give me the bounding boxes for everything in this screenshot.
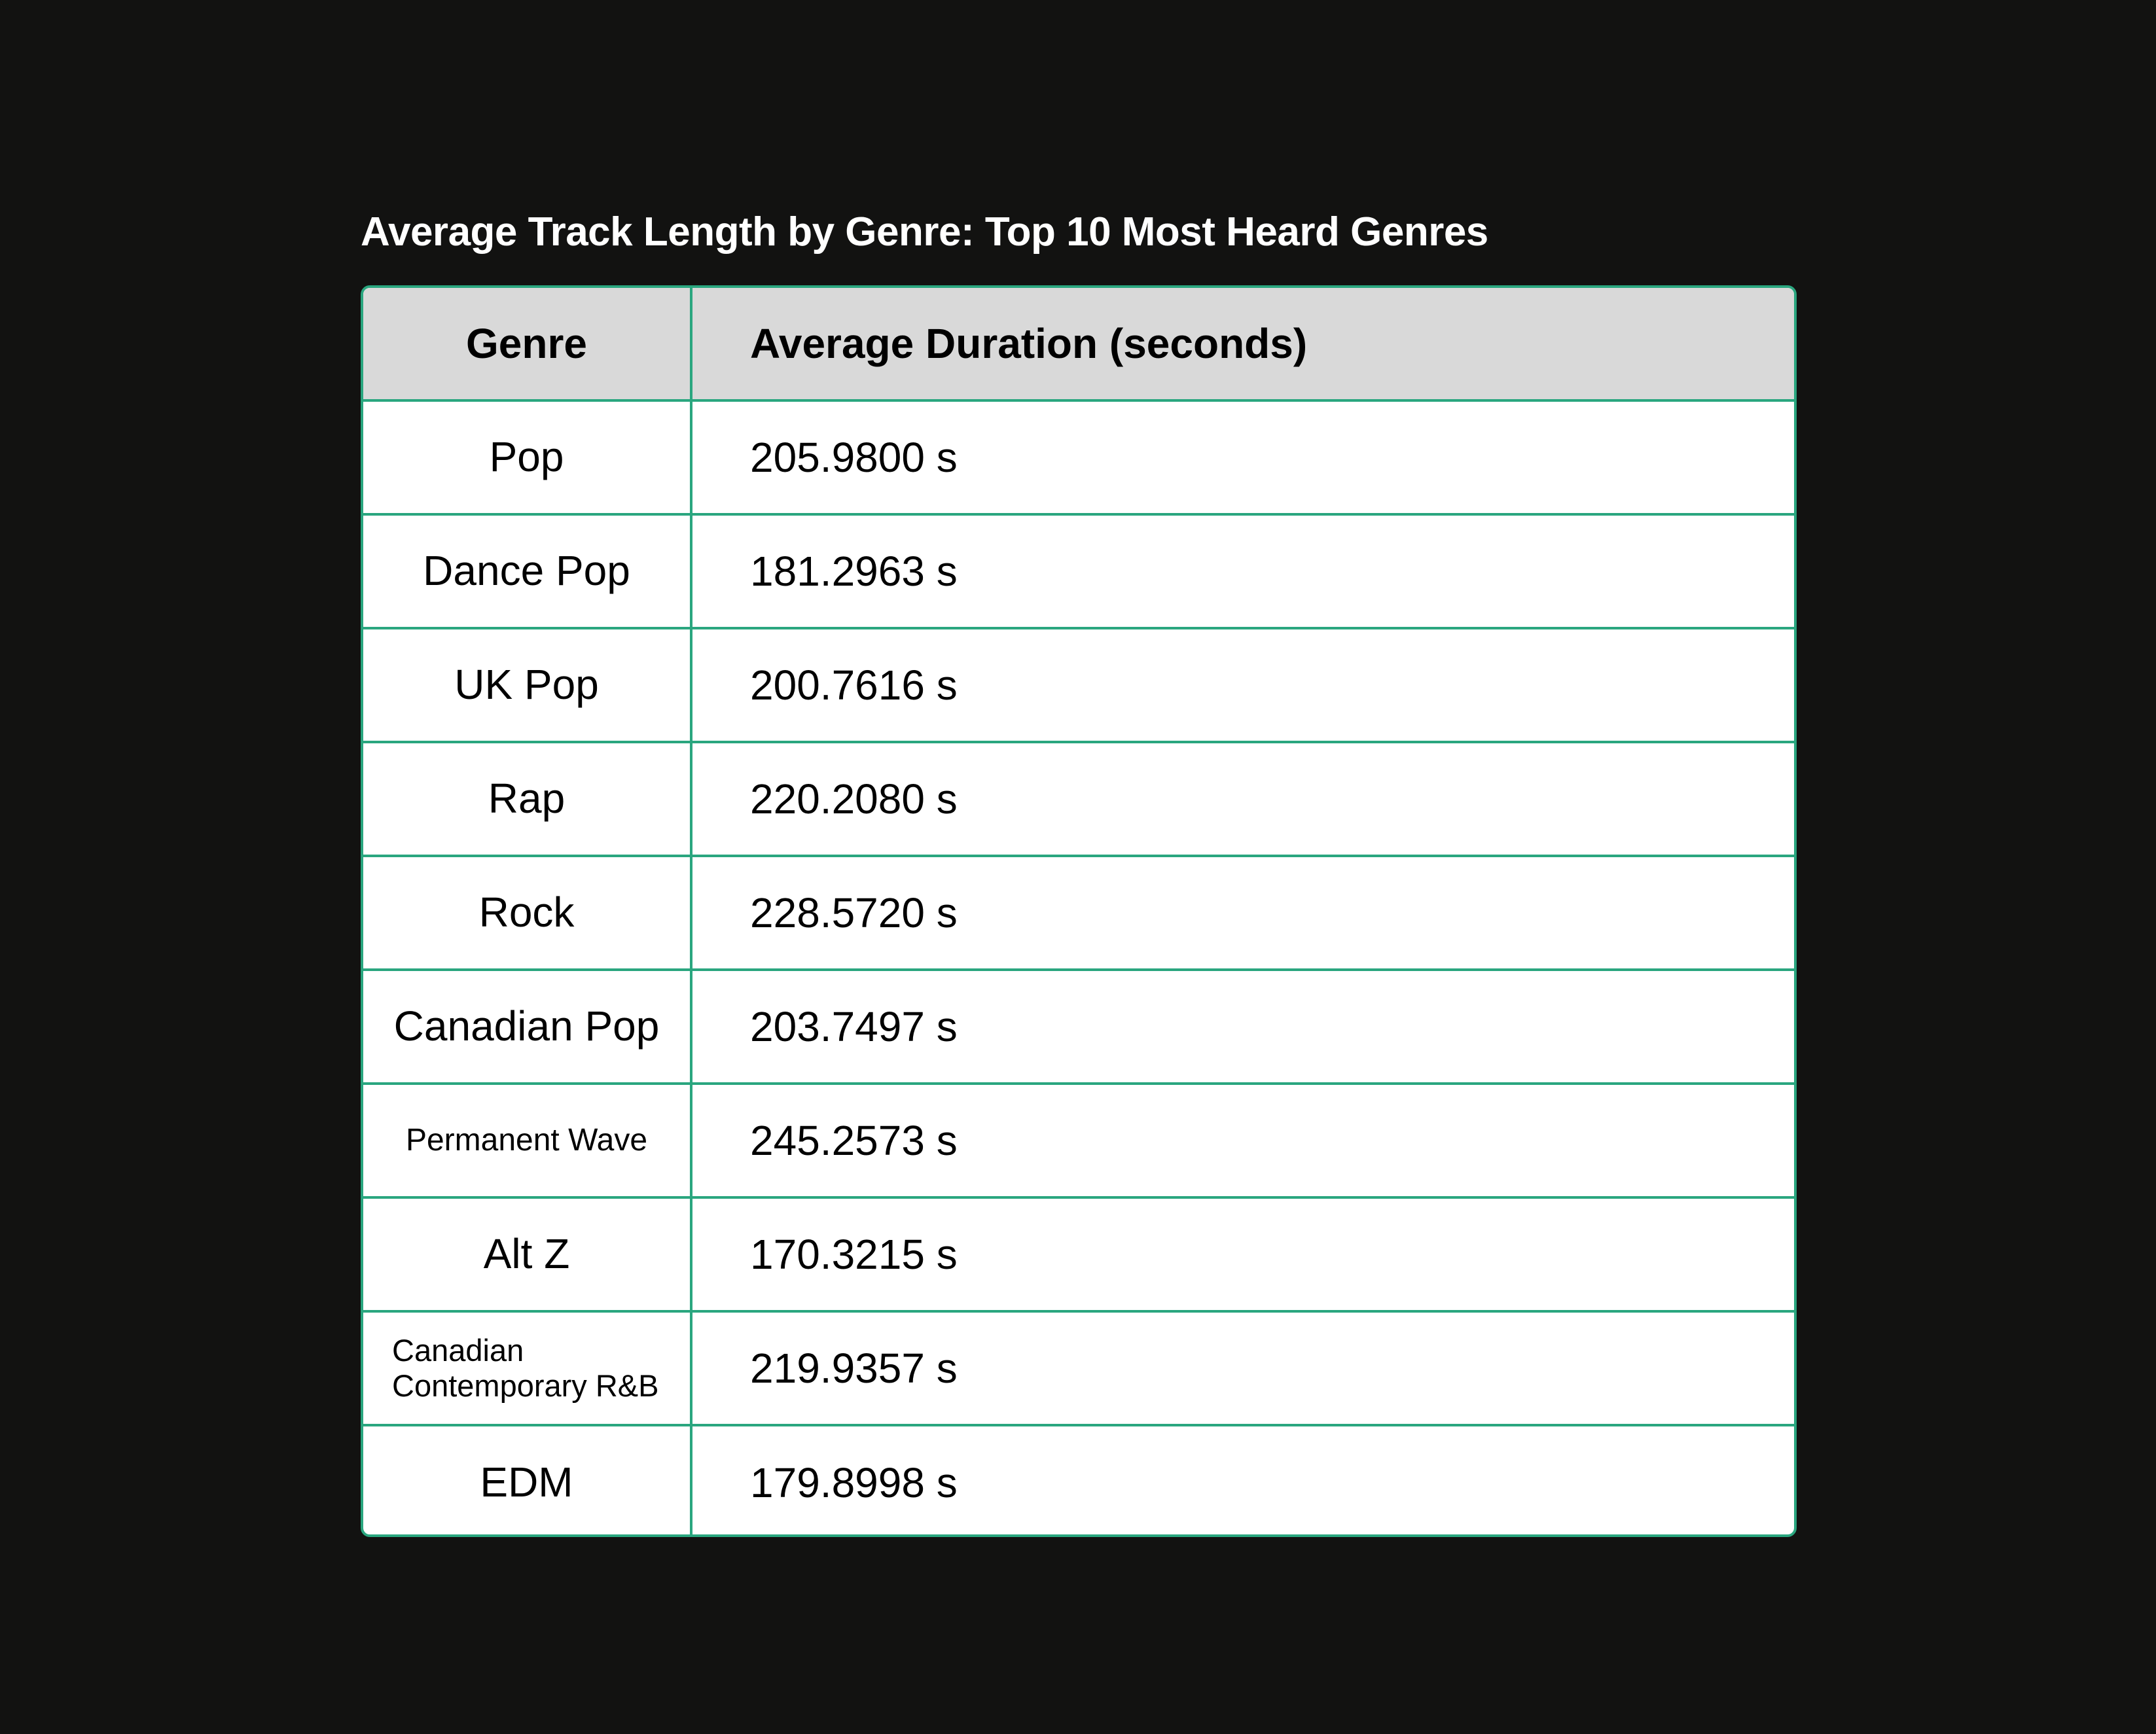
genre-duration-table: Genre Average Duration (seconds) Pop 205…	[361, 285, 1797, 1537]
genre-cell: Permanent Wave	[363, 1082, 692, 1199]
genre-cell: Pop	[363, 399, 692, 516]
table-header-row: Genre Average Duration (seconds)	[363, 288, 1794, 402]
genre-cell: UK Pop	[363, 627, 692, 743]
duration-cell: 228.5720 s	[690, 855, 1794, 971]
table-title: Average Track Length by Genre: Top 10 Mo…	[361, 209, 1488, 255]
column-header-average-duration: Average Duration (seconds)	[690, 288, 1794, 402]
table-row: EDM 179.8998 s	[363, 1424, 1794, 1534]
table-row: Canadian Contemporary R&B 219.9357 s	[363, 1310, 1794, 1426]
table-row: UK Pop 200.7616 s	[363, 627, 1794, 743]
table-row: Rock 228.5720 s	[363, 855, 1794, 971]
genre-cell: Rap	[363, 741, 692, 857]
genre-cell: Canadian Pop	[363, 968, 692, 1085]
table-row: Dance Pop 181.2963 s	[363, 513, 1794, 629]
duration-cell: 245.2573 s	[690, 1082, 1794, 1199]
table-row: Rap 220.2080 s	[363, 741, 1794, 857]
genre-cell: Canadian Contemporary R&B	[363, 1310, 692, 1426]
duration-cell: 203.7497 s	[690, 968, 1794, 1085]
table-row: Permanent Wave 245.2573 s	[363, 1082, 1794, 1199]
table-row: Canadian Pop 203.7497 s	[363, 968, 1794, 1085]
genre-cell: Rock	[363, 855, 692, 971]
genre-cell: EDM	[363, 1424, 692, 1534]
column-header-genre: Genre	[363, 288, 692, 402]
genre-cell: Dance Pop	[363, 513, 692, 629]
table-row: Pop 205.9800 s	[363, 399, 1794, 516]
table-row: Alt Z 170.3215 s	[363, 1196, 1794, 1313]
duration-cell: 205.9800 s	[690, 399, 1794, 516]
duration-cell: 220.2080 s	[690, 741, 1794, 857]
duration-cell: 200.7616 s	[690, 627, 1794, 743]
genre-cell: Alt Z	[363, 1196, 692, 1313]
duration-cell: 219.9357 s	[690, 1310, 1794, 1426]
duration-cell: 170.3215 s	[690, 1196, 1794, 1313]
duration-cell: 181.2963 s	[690, 513, 1794, 629]
duration-cell: 179.8998 s	[690, 1424, 1794, 1534]
